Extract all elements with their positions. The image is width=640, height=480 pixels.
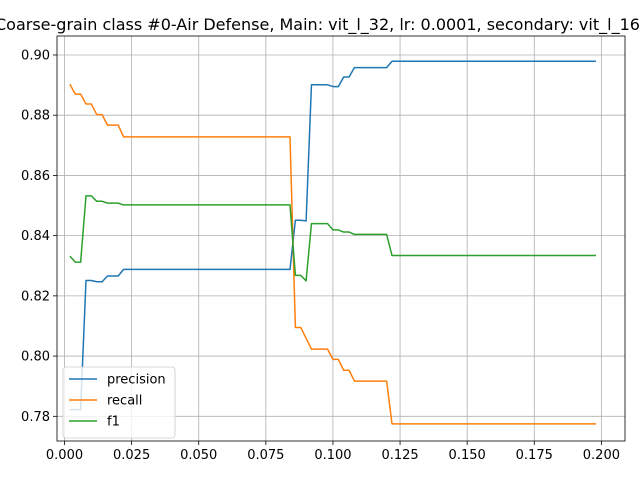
y-tick-label: 0.88 bbox=[21, 109, 50, 124]
y-tick-label: 0.86 bbox=[21, 169, 50, 184]
legend-label-precision: precision bbox=[107, 373, 166, 388]
grid bbox=[57, 36, 625, 441]
y-tick-label: 0.82 bbox=[21, 289, 50, 304]
y-tick-label: 0.80 bbox=[21, 350, 50, 365]
y-tick-label: 0.90 bbox=[21, 48, 50, 63]
legend: precision recall f1 bbox=[62, 366, 176, 439]
x-tick-label: 0.100 bbox=[314, 448, 351, 463]
x-tick-label: 0.075 bbox=[247, 448, 284, 463]
series-line-recall bbox=[69, 83, 597, 425]
series-lines bbox=[69, 60, 597, 425]
x-tick-label: 0.025 bbox=[113, 448, 150, 463]
y-tick-label: 0.78 bbox=[21, 410, 50, 425]
plot-frame bbox=[56, 35, 626, 442]
x-tick-label: 0.150 bbox=[449, 448, 486, 463]
series-line-f1 bbox=[69, 195, 597, 282]
x-tick-label: 0.175 bbox=[516, 448, 553, 463]
legend-label-f1: f1 bbox=[107, 415, 120, 430]
x-tick-label: 0.000 bbox=[46, 448, 83, 463]
y-tick-label: 0.84 bbox=[21, 229, 50, 244]
axis-ticks: 0.000 0.025 0.050 0.075 0.100 0.125 0.150 0.175… bbox=[21, 48, 620, 463]
x-tick-label: 0.125 bbox=[381, 448, 418, 463]
series-line-precision bbox=[69, 60, 597, 411]
chart-title: Coarse-grain class #0-Air Defense, Main:… bbox=[0, 15, 640, 35]
x-tick-label: 0.050 bbox=[180, 448, 217, 463]
x-tick-label: 0.200 bbox=[583, 448, 620, 463]
legend-label-recall: recall bbox=[107, 394, 142, 409]
